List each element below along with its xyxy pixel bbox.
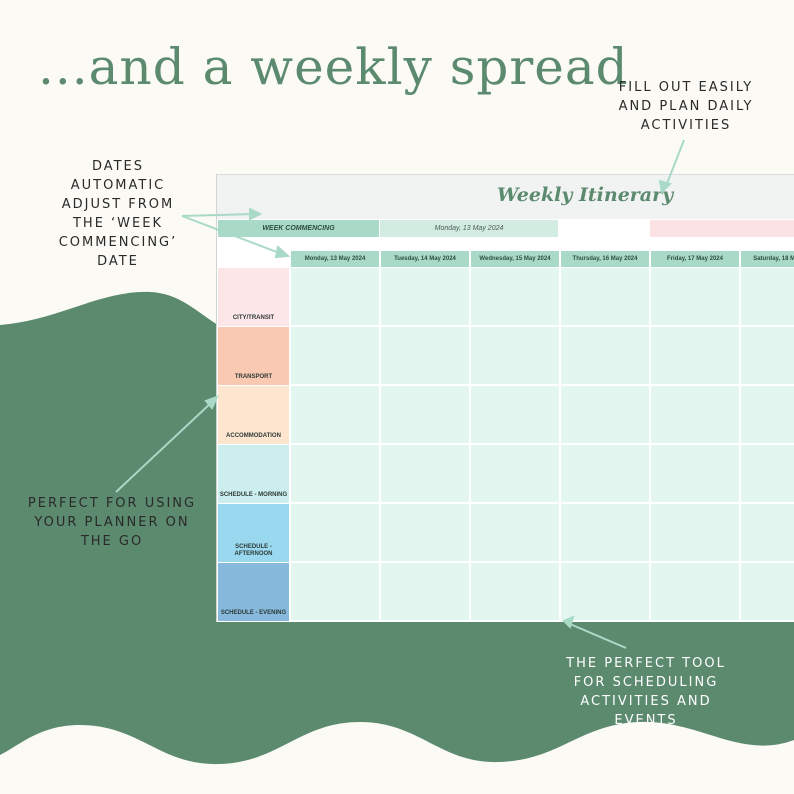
grid-cell[interactable] (381, 563, 469, 620)
grid-cell[interactable] (741, 268, 794, 325)
pink-header-cell (650, 220, 794, 237)
grid-cell[interactable] (291, 327, 379, 384)
grid-cell[interactable] (381, 504, 469, 561)
grid-cell[interactable] (651, 563, 739, 620)
callout-dates: DATES AUTOMATIC ADJUST FROM THE ‘WEEK CO… (58, 157, 178, 271)
grid-cell[interactable] (291, 563, 379, 620)
sheet-title-bar: Weekly Itinerary (217, 174, 794, 219)
grid-cell[interactable] (381, 445, 469, 502)
grid-cell[interactable] (471, 445, 559, 502)
page-headline: ...and a weekly spread (38, 38, 629, 96)
row-label: ACCOMMODATION (218, 386, 289, 444)
grid-cell[interactable] (741, 504, 794, 561)
grid-cell[interactable] (381, 327, 469, 384)
grid-cell[interactable] (561, 386, 649, 443)
grid-cell[interactable] (651, 504, 739, 561)
day-header-monday: Monday, 13 May 2024 (291, 251, 379, 267)
grid-cell[interactable] (651, 268, 739, 325)
grid-cell[interactable] (291, 268, 379, 325)
row-label: TRANSPORT (218, 327, 289, 385)
day-header-wednesday: Wednesday, 15 May 2024 (471, 251, 559, 267)
grid-cell[interactable] (561, 268, 649, 325)
grid-cell[interactable] (471, 386, 559, 443)
grid-cell[interactable] (651, 327, 739, 384)
grid-cell[interactable] (381, 268, 469, 325)
grid-cell[interactable] (741, 563, 794, 620)
grid-cell[interactable] (471, 327, 559, 384)
row-label: SCHEDULE - EVENING (218, 563, 289, 621)
weekly-itinerary-sheet: Weekly Itinerary WEEK COMMENCING Monday,… (216, 174, 794, 622)
grid-cell[interactable] (741, 327, 794, 384)
week-commencing-label: WEEK COMMENCING (218, 220, 379, 237)
day-header-friday: Friday, 17 May 2024 (651, 251, 739, 267)
grid-cell[interactable] (471, 563, 559, 620)
grid-cell[interactable] (561, 563, 649, 620)
grid-cell[interactable] (291, 386, 379, 443)
grid-cell[interactable] (561, 445, 649, 502)
grid-cell[interactable] (561, 504, 649, 561)
grid-cell[interactable] (651, 386, 739, 443)
callout-perfect-for: PERFECT FOR USING YOUR PLANNER ON THE GO (22, 494, 202, 551)
grid-cell[interactable] (381, 386, 469, 443)
row-label: SCHEDULE - MORNING (218, 445, 289, 503)
grid-cell[interactable] (291, 504, 379, 561)
grid-cell[interactable] (471, 268, 559, 325)
grid-cell[interactable] (561, 327, 649, 384)
callout-fill-out: FILL OUT EASILY AND PLAN DAILY ACTIVITIE… (606, 78, 766, 135)
grid-cell[interactable] (651, 445, 739, 502)
week-commencing-date[interactable]: Monday, 13 May 2024 (380, 220, 558, 237)
row-label: SCHEDULE - AFTERNOON (218, 504, 289, 562)
grid-cell[interactable] (741, 386, 794, 443)
grid-cell[interactable] (471, 504, 559, 561)
day-header-thursday: Thursday, 16 May 2024 (561, 251, 649, 267)
callout-perfect-tool: THE PERFECT TOOL FOR SCHEDULING ACTIVITI… (556, 654, 736, 730)
grid-cell[interactable] (741, 445, 794, 502)
row-label: CITY/TRANSIT (218, 268, 289, 326)
day-header-saturday: Saturday, 18 May 2024 (741, 251, 794, 267)
sheet-title: Weekly Itinerary (497, 184, 673, 206)
day-header-tuesday: Tuesday, 14 May 2024 (381, 251, 469, 267)
grid-cell[interactable] (291, 445, 379, 502)
